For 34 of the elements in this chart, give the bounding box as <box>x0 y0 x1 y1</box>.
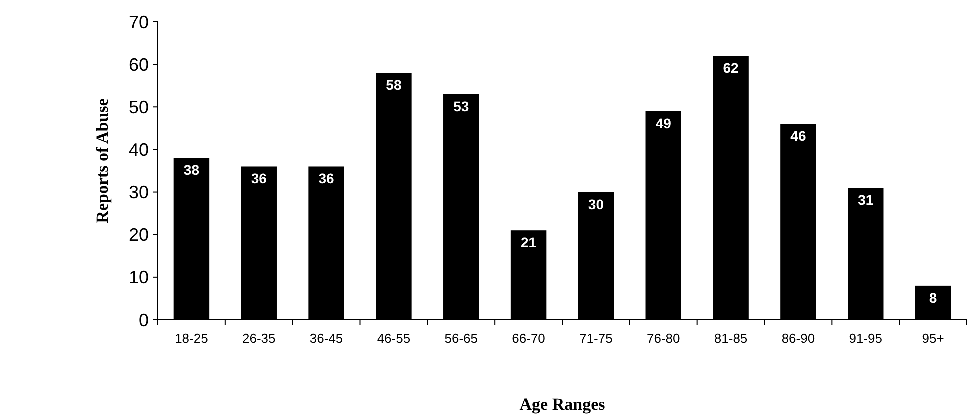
data-label: 49 <box>656 115 672 132</box>
data-label: 53 <box>454 98 470 114</box>
y-tick-label: 0 <box>138 310 149 330</box>
y-tick-label: 70 <box>128 12 149 32</box>
x-axis-title: Age Ranges <box>520 395 606 414</box>
x-tick-label: 71-75 <box>580 331 613 346</box>
x-tick-label: 91-95 <box>849 331 882 346</box>
y-tick-label: 10 <box>128 268 149 288</box>
x-tick-label: 56-65 <box>444 331 478 346</box>
y-tick-label: 20 <box>128 225 149 246</box>
x-tick-label: 26-35 <box>242 331 276 346</box>
x-tick-label: 76-80 <box>647 331 680 346</box>
data-label: 46 <box>790 128 806 144</box>
x-tick-label: 46-55 <box>377 331 411 346</box>
y-tick-label: 40 <box>128 140 149 160</box>
data-label: 38 <box>184 162 200 178</box>
y-tick-label: 50 <box>128 97 149 118</box>
data-label: 36 <box>251 170 268 187</box>
y-tick-label: 60 <box>128 54 149 75</box>
data-label: 30 <box>588 196 604 212</box>
data-label: 36 <box>318 170 335 187</box>
x-tick-label: 18-25 <box>175 331 208 346</box>
data-label: 8 <box>929 290 938 306</box>
data-label: 62 <box>723 60 740 76</box>
x-tick-label: 66-70 <box>512 331 546 346</box>
x-tick-label: 81-85 <box>714 331 748 346</box>
data-label: 21 <box>521 234 537 251</box>
x-tick-label: 95+ <box>922 331 944 346</box>
y-axis-title: Reports of Abuse <box>93 98 112 224</box>
y-tick-label: 30 <box>128 182 149 203</box>
data-label: 31 <box>858 192 874 208</box>
data-label: 58 <box>386 77 402 94</box>
x-tick-label: 86-90 <box>782 331 816 346</box>
x-tick-label: 36-45 <box>310 331 344 346</box>
